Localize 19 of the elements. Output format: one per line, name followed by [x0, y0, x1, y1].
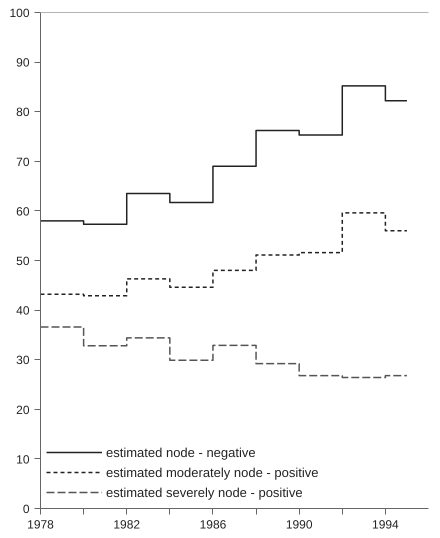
legend-label: estimated node - negative	[106, 444, 256, 460]
x-tick-label: 1982	[113, 518, 140, 532]
y-tick-label: 90	[16, 56, 30, 70]
x-tick-label: 1994	[372, 518, 400, 532]
y-tick-label: 50	[16, 254, 30, 268]
y-tick-label: 30	[16, 353, 30, 368]
y-tick-label: 80	[16, 105, 30, 120]
y-tick-label: 0	[22, 502, 30, 516]
legend-label: estimated severely node - positive	[106, 484, 303, 500]
y-tick-label: 10	[16, 452, 30, 466]
x-tick-label: 1978	[27, 518, 54, 532]
y-tick-label: 60	[16, 204, 30, 218]
y-tick-label: 100	[9, 6, 30, 20]
legend-label: estimated moderately node - positive	[106, 464, 318, 480]
y-tick-label: 20	[16, 402, 30, 417]
x-tick-label: 1986	[200, 518, 227, 532]
x-tick-label: 1990	[286, 518, 313, 532]
y-tick-label: 40	[16, 304, 30, 318]
y-tick-label: 70	[16, 154, 30, 169]
